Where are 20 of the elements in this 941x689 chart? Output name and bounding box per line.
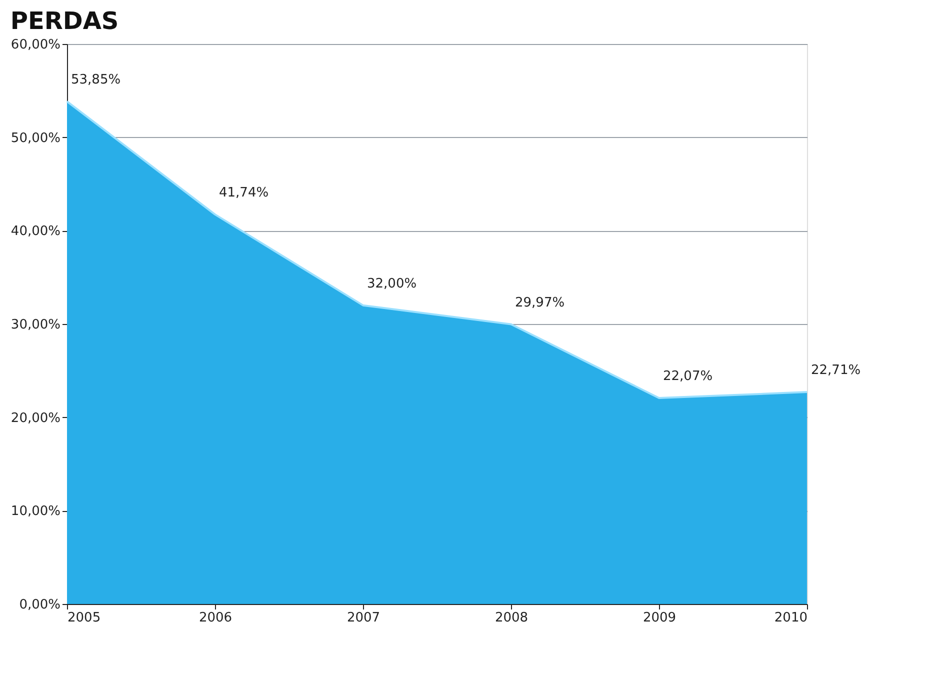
data-label: 53,85%	[71, 72, 121, 88]
y-tick-label: 30,00%	[10, 318, 60, 332]
x-tick-label: 2005	[68, 610, 101, 626]
data-label: 41,74%	[219, 185, 269, 200]
data-label: 22,71%	[811, 363, 861, 378]
chart-title: PERDAS	[10, 7, 119, 35]
y-tick-label: 50,00%	[10, 130, 60, 146]
x-tick-label: 2007	[346, 610, 380, 626]
y-tick-label: 10,00%	[10, 504, 60, 520]
data-label: 32,00%	[367, 276, 417, 292]
y-tick-label: 60,00%	[10, 38, 60, 52]
x-tick-label: 2006	[198, 610, 232, 626]
x-tick-label: 2009	[642, 610, 676, 626]
x-tick-label: 2010	[774, 610, 808, 626]
y-tick-label: 0,00%	[19, 598, 60, 612]
y-tick-label: 20,00%	[10, 410, 60, 426]
data-label: 29,97%	[515, 295, 565, 310]
y-tick-label: 40,00%	[10, 224, 60, 240]
data-label: 22,07%	[663, 369, 713, 384]
x-tick-label: 2008	[494, 610, 528, 626]
